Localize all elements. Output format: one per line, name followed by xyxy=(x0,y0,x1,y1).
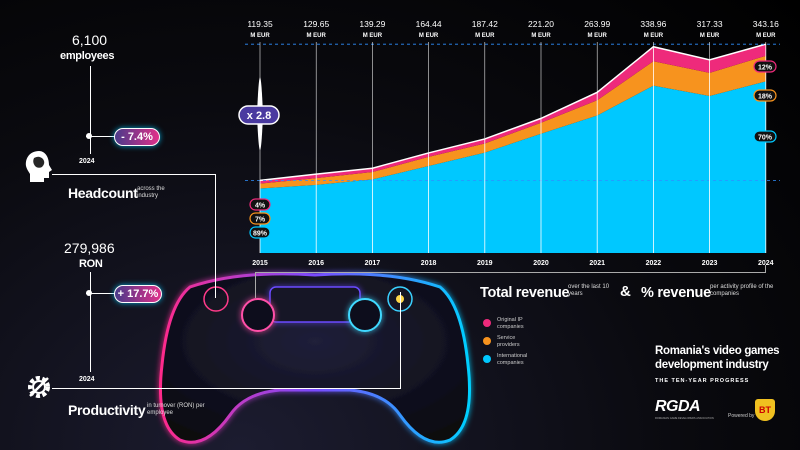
turnover-change-badge: + 17.7% xyxy=(114,285,162,303)
headline-line-1: Romania's video games xyxy=(655,345,780,357)
total-unit-label: M EUR xyxy=(700,33,720,39)
total-unit-label: M EUR xyxy=(531,33,551,39)
total-revenue-line xyxy=(259,43,767,182)
legend-label-original-ip: Original IP companies xyxy=(497,317,524,330)
end-share-label: 18% xyxy=(758,94,773,101)
productivity-title: Productivity xyxy=(68,402,146,418)
pct-revenue-subtitle: per activity profile of the companies xyxy=(710,284,774,297)
x-tick-label: 2022 xyxy=(646,260,662,267)
employees-year: 2024 xyxy=(79,158,95,165)
x-tick-label: 2023 xyxy=(702,260,718,267)
start-share-pill xyxy=(249,226,271,239)
total-value-label: 119.35 xyxy=(247,19,273,29)
start-share-pill xyxy=(249,212,271,225)
end-share-pill xyxy=(753,130,777,143)
bt-logo-text: BT xyxy=(759,405,771,415)
pct-revenue-title: % revenue xyxy=(641,285,711,301)
start-share-label: 7% xyxy=(255,217,266,224)
end-share-pill xyxy=(753,89,777,102)
total-unit-label: M EUR xyxy=(419,33,439,39)
multiplier-badge: x 2.8 xyxy=(247,110,271,122)
gear-icon xyxy=(28,376,50,398)
headline-line-2: development industry xyxy=(655,359,769,371)
x-tick-label: 2020 xyxy=(533,260,549,267)
start-share-label: 89% xyxy=(253,231,268,238)
legend-swatch-international xyxy=(483,355,491,363)
total-unit-label: M EUR xyxy=(363,33,383,39)
revenue-area-chart: 119.35 M EUR 2015 129.65 M EUR 2016 139.29 M EU… xyxy=(238,19,780,267)
total-value-label: 317.33 xyxy=(697,19,723,29)
total-unit-label: M EUR xyxy=(250,33,270,39)
turnover-vline xyxy=(90,272,91,372)
chart-bottom-connector-tick-right xyxy=(765,265,766,273)
ampersand: & xyxy=(620,283,631,300)
turnover-hline xyxy=(86,293,116,294)
total-unit-label: M EUR xyxy=(475,33,495,39)
rgda-logo: RGDA xyxy=(655,398,701,415)
total-unit-label: M EUR xyxy=(307,33,327,39)
legend-swatch-original-ip xyxy=(483,319,491,327)
area-international xyxy=(260,81,766,253)
head-icon xyxy=(25,151,52,182)
x-tick-label: 2018 xyxy=(421,260,437,267)
headcount-subtitle: across the industry xyxy=(137,186,165,199)
headcount-title: Headcount xyxy=(68,185,138,201)
chart-bottom-connector xyxy=(255,272,765,273)
total-value-label: 263.99 xyxy=(584,19,610,29)
total-value-label: 338.96 xyxy=(640,19,666,29)
total-value-label: 129.65 xyxy=(303,19,329,29)
turnover-dot xyxy=(86,290,92,296)
headcount-connector-h xyxy=(52,174,215,175)
total-value-label: 164.44 xyxy=(416,19,442,29)
employees-hline xyxy=(86,136,116,137)
productivity-connector-h xyxy=(52,388,400,389)
total-value-label: 343.16 xyxy=(753,19,779,29)
end-share-label: 12% xyxy=(758,65,773,72)
turnover-year: 2024 xyxy=(79,376,95,383)
productivity-connector-v xyxy=(400,292,401,389)
legend-label-service: Service providers xyxy=(497,335,520,348)
total-unit-label: M EUR xyxy=(588,33,608,39)
headline-subtitle: THE TEN-YEAR PROGRESS xyxy=(655,378,750,384)
end-share-pill xyxy=(753,60,777,73)
x-tick-label: 2021 xyxy=(589,260,605,267)
productivity-subtitle: in turnover (RON) per employee xyxy=(147,403,205,416)
start-share-pill xyxy=(249,198,271,211)
rgda-logo-sub: ROMANIAN GAME DEVELOPERS ASSOCIATION xyxy=(655,417,714,420)
x-tick-label: 2015 xyxy=(252,260,268,267)
employees-label: employees xyxy=(60,50,115,62)
powered-by-label: Powered by xyxy=(728,413,755,419)
x-tick-label: 2019 xyxy=(477,260,493,267)
chart-bottom-connector-tick xyxy=(255,272,256,298)
legend-label-international: International companies xyxy=(497,353,528,366)
area-service-providers xyxy=(260,55,766,189)
employees-change-badge: - 7.4% xyxy=(114,128,160,146)
total-revenue-title: Total revenue xyxy=(480,285,570,301)
x-tick-label: 2017 xyxy=(365,260,381,267)
employees-vline xyxy=(90,66,91,154)
employees-value: 6,100 xyxy=(72,32,108,48)
multiplier-badge-bg xyxy=(238,105,280,125)
bt-logo: BT xyxy=(755,399,775,421)
total-value-label: 187.42 xyxy=(472,19,498,29)
total-value-label: 221.20 xyxy=(528,19,554,29)
turnover-value: 279,986 xyxy=(64,240,115,256)
start-share-label: 4% xyxy=(255,203,266,210)
total-unit-label: M EUR xyxy=(644,33,664,39)
turnover-unit: RON xyxy=(79,258,103,270)
total-value-label: 139.29 xyxy=(359,19,385,29)
total-unit-label: M EUR xyxy=(756,33,776,39)
headcount-connector-v xyxy=(215,174,216,298)
controller-illustration xyxy=(158,272,472,444)
end-share-label: 70% xyxy=(758,135,773,142)
employees-dot xyxy=(86,133,92,139)
x-tick-label: 2024 xyxy=(758,260,774,267)
x-tick-label: 2016 xyxy=(308,260,324,267)
legend-swatch-service xyxy=(483,337,491,345)
total-revenue-subtitle: over the last 10 years xyxy=(568,284,610,297)
